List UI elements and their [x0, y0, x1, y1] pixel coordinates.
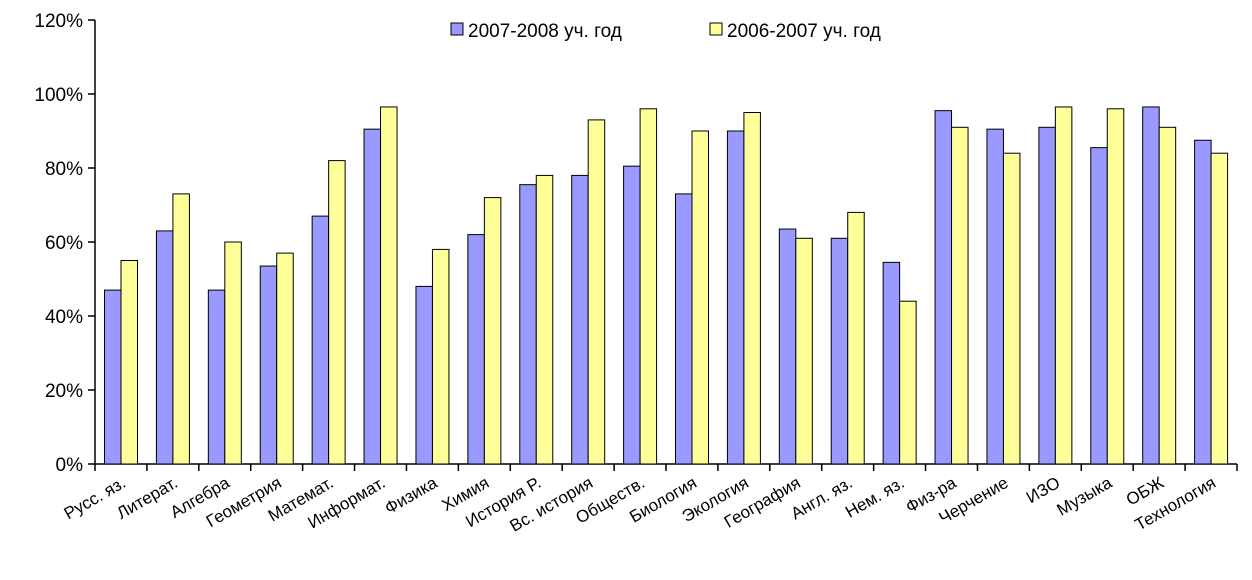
y-tick-label: 40%	[45, 307, 83, 328]
bar-series-1-13	[795, 237, 813, 465]
bar-series-1-20	[1158, 126, 1177, 465]
bar-series-0-10	[623, 165, 641, 465]
bar-series-1-9	[587, 119, 606, 465]
bar-series-1-12	[743, 112, 761, 465]
bar-series-1-17	[1002, 152, 1021, 465]
category-label: Музыка	[1054, 473, 1116, 520]
bar-series-0-7	[467, 234, 485, 465]
bars	[104, 106, 1229, 465]
bar-series-1-4	[328, 160, 346, 465]
y-tick-label: 100%	[34, 85, 83, 106]
bar-series-1-3	[276, 252, 294, 465]
legend: 2007-2008 уч. год 2006-2007 уч. год	[450, 21, 881, 42]
bar-series-0-3	[259, 265, 278, 465]
bar-series-1-5	[380, 106, 398, 465]
y-tick-label: 20%	[45, 381, 83, 402]
bar-series-0-20	[1142, 106, 1160, 465]
bar-series-0-15	[882, 261, 901, 465]
bar-series-0-19	[1090, 147, 1108, 465]
bar-series-1-19	[1106, 108, 1125, 465]
category-labels: Русс. яз.Литерат.АлгебраГеометрияМатемат…	[61, 473, 1219, 536]
bar-series-0-8	[519, 184, 537, 465]
bar-series-0-13	[778, 228, 797, 465]
bar-series-1-6	[431, 248, 450, 465]
bar-series-0-6	[415, 285, 433, 465]
bar-series-0-16	[934, 110, 953, 465]
bar-series-0-12	[726, 130, 745, 465]
y-ticks: 0% 20% 40% 60% 80% 100% 120%	[34, 11, 95, 476]
legend-swatch-2007-2008	[450, 22, 464, 36]
category-label: Нем. яз.	[842, 473, 907, 522]
y-tick-label: 60%	[45, 233, 83, 254]
bar-series-1-8	[535, 174, 554, 465]
y-tick-label: 0%	[56, 455, 84, 476]
bar-series-0-5	[363, 128, 382, 465]
bar-series-1-15	[899, 300, 917, 465]
bar-series-0-21	[1194, 139, 1212, 465]
bar-series-0-14	[830, 237, 849, 465]
bar-series-1-0	[120, 260, 138, 465]
bar-series-0-0	[104, 289, 122, 465]
bar-series-0-11	[675, 193, 693, 465]
bar-series-1-11	[691, 130, 709, 465]
category-label: Физика	[382, 473, 441, 518]
bar-series-0-17	[986, 128, 1004, 465]
bar-series-0-18	[1038, 126, 1056, 465]
bar-series-1-18	[1054, 106, 1073, 465]
bar-series-1-16	[951, 126, 969, 465]
y-tick-label: 120%	[34, 11, 83, 32]
legend-label-2007-2008: 2007-2008 уч. год	[468, 21, 622, 42]
bar-series-1-14	[847, 211, 865, 465]
bar-series-0-4	[311, 215, 330, 465]
legend-swatch-2006-2007	[709, 22, 723, 36]
bar-series-1-2	[224, 241, 242, 465]
bar-series-0-9	[571, 174, 589, 465]
bar-series-1-21	[1210, 152, 1229, 465]
bar-series-1-1	[172, 193, 190, 465]
bar-series-0-1	[155, 230, 174, 465]
legend-label-2006-2007: 2006-2007 уч. год	[727, 21, 881, 42]
y-tick-label: 80%	[45, 159, 83, 180]
x-ticks	[94, 464, 1238, 471]
bar-series-1-10	[639, 108, 658, 465]
bar-series-0-2	[207, 289, 226, 465]
bar-series-1-7	[483, 197, 502, 465]
